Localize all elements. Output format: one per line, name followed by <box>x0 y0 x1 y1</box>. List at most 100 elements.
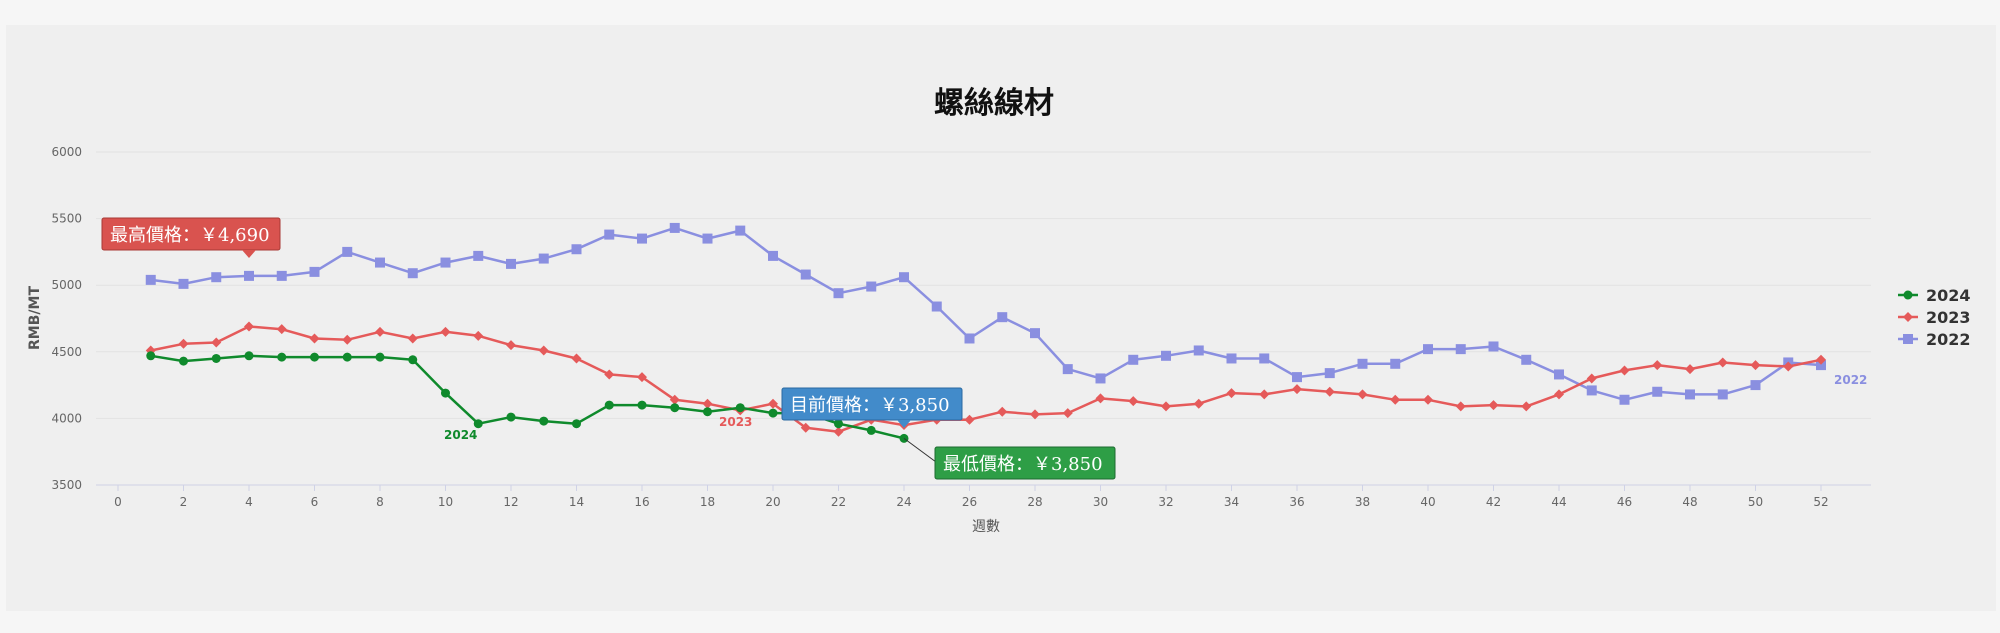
data-point[interactable] <box>1586 373 1597 384</box>
data-point[interactable] <box>964 414 975 425</box>
data-point[interactable] <box>473 330 484 341</box>
data-point[interactable] <box>1030 328 1040 339</box>
data-point[interactable] <box>1554 389 1564 400</box>
data-point[interactable] <box>997 406 1008 417</box>
data-point[interactable] <box>1161 401 1171 412</box>
data-point[interactable] <box>342 352 352 362</box>
data-point[interactable] <box>342 334 353 345</box>
data-point[interactable] <box>1455 344 1466 355</box>
data-point[interactable] <box>1750 380 1761 391</box>
data-point[interactable] <box>473 419 483 429</box>
data-point[interactable] <box>669 394 680 405</box>
data-point[interactable] <box>342 246 353 257</box>
data-point[interactable] <box>571 353 582 364</box>
data-point[interactable] <box>506 340 516 351</box>
data-point[interactable] <box>1259 353 1270 364</box>
data-point[interactable] <box>1226 353 1237 364</box>
data-point[interactable] <box>1193 345 1204 356</box>
data-point[interactable] <box>1455 401 1466 412</box>
data-point[interactable] <box>146 351 156 361</box>
data-point[interactable] <box>1095 373 1106 384</box>
data-point[interactable] <box>440 257 451 268</box>
data-point[interactable] <box>703 407 712 417</box>
data-point[interactable] <box>800 269 811 280</box>
data-point[interactable] <box>408 355 418 365</box>
data-point[interactable] <box>407 333 418 344</box>
data-point[interactable] <box>1685 389 1695 400</box>
data-point[interactable] <box>964 333 975 344</box>
data-point[interactable] <box>441 388 450 398</box>
data-point[interactable] <box>407 268 418 279</box>
data-point[interactable] <box>1357 358 1368 369</box>
data-point[interactable] <box>669 222 680 233</box>
data-point[interactable] <box>571 244 582 255</box>
data-point[interactable] <box>735 225 746 236</box>
data-point[interactable] <box>1062 364 1073 375</box>
data-point[interactable] <box>1423 394 1433 405</box>
data-point[interactable] <box>145 274 156 285</box>
data-point[interactable] <box>1717 389 1728 400</box>
data-point[interactable] <box>538 253 549 264</box>
data-point[interactable] <box>735 403 745 413</box>
data-point[interactable] <box>1128 396 1139 407</box>
data-point[interactable] <box>768 250 778 261</box>
data-point[interactable] <box>178 278 189 289</box>
data-point[interactable] <box>473 250 484 261</box>
legend-item-2024[interactable]: 2024 <box>1898 286 1971 305</box>
data-point[interactable] <box>276 324 287 335</box>
data-point[interactable] <box>997 312 1008 323</box>
data-point[interactable] <box>539 416 549 426</box>
data-point[interactable] <box>1783 361 1794 372</box>
data-point[interactable] <box>375 257 385 268</box>
data-point[interactable] <box>440 326 451 337</box>
data-point[interactable] <box>1717 357 1728 368</box>
data-point[interactable] <box>179 356 188 366</box>
data-point[interactable] <box>1488 341 1499 352</box>
data-point[interactable] <box>1193 398 1204 409</box>
legend-item-2023[interactable]: 2023 <box>1898 308 1971 327</box>
data-point[interactable] <box>604 400 614 410</box>
data-point[interactable] <box>1816 360 1826 371</box>
data-point[interactable] <box>1521 354 1532 365</box>
data-point[interactable] <box>1488 400 1499 411</box>
data-point[interactable] <box>702 398 713 409</box>
data-point[interactable] <box>506 412 516 422</box>
data-point[interactable] <box>1226 388 1237 399</box>
data-point[interactable] <box>1619 365 1630 376</box>
data-point[interactable] <box>211 272 222 283</box>
data-point[interactable] <box>1685 364 1695 375</box>
data-point[interactable] <box>572 419 581 429</box>
data-point[interactable] <box>637 400 647 410</box>
data-point[interactable] <box>1259 389 1270 400</box>
data-point[interactable] <box>670 403 680 413</box>
data-point[interactable] <box>1161 350 1171 361</box>
data-point[interactable] <box>1357 389 1368 400</box>
data-point[interactable] <box>833 426 844 437</box>
data-point[interactable] <box>538 345 549 356</box>
data-point[interactable] <box>244 270 254 281</box>
data-point[interactable] <box>1816 354 1826 365</box>
data-point[interactable] <box>1128 354 1139 365</box>
data-point[interactable] <box>604 369 615 380</box>
data-point[interactable] <box>768 398 778 409</box>
data-point[interactable] <box>1292 372 1302 383</box>
data-point[interactable] <box>310 352 319 362</box>
data-point[interactable] <box>637 372 647 383</box>
data-point[interactable] <box>276 270 287 281</box>
data-point[interactable] <box>1586 385 1597 396</box>
data-point[interactable] <box>604 229 615 240</box>
legend[interactable]: 2024 2023 2022 <box>1898 286 1971 349</box>
data-point[interactable] <box>1750 360 1761 371</box>
data-point[interactable] <box>1423 344 1433 355</box>
data-point[interactable] <box>375 326 385 337</box>
data-point[interactable] <box>833 288 844 299</box>
data-point[interactable] <box>1292 384 1302 395</box>
data-point[interactable] <box>899 272 909 283</box>
data-point[interactable] <box>1521 401 1532 412</box>
data-point[interactable] <box>1095 393 1106 404</box>
legend-item-2022[interactable]: 2022 <box>1898 330 1971 349</box>
data-point[interactable] <box>1652 386 1663 397</box>
data-point[interactable] <box>702 233 713 244</box>
data-point[interactable] <box>931 301 942 312</box>
data-point[interactable] <box>211 353 221 363</box>
